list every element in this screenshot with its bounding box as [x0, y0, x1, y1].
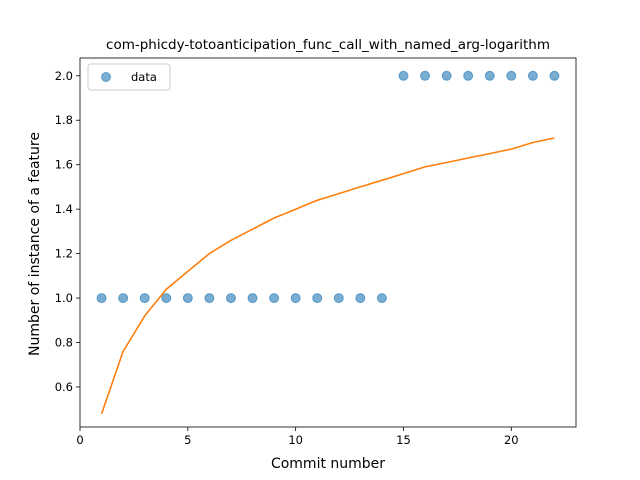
legend-marker: [102, 73, 111, 82]
y-tick-label: 1.0: [55, 291, 73, 305]
y-tick-label: 1.6: [55, 158, 73, 172]
x-tick-label: 15: [396, 433, 411, 447]
data-point: [119, 294, 128, 303]
x-tick-label: 10: [288, 433, 303, 447]
y-tick-label: 0.6: [55, 380, 73, 394]
data-point: [421, 71, 430, 80]
y-tick-label: 0.8: [55, 336, 73, 350]
data-point: [205, 294, 214, 303]
y-tick-label: 1.2: [55, 247, 73, 261]
chart-title: com-phicdy-totoanticipation_func_call_wi…: [106, 37, 550, 53]
data-point: [442, 71, 451, 80]
x-axis-label: Commit number: [271, 456, 385, 472]
data-point: [313, 294, 322, 303]
data-point: [291, 294, 300, 303]
data-point: [550, 71, 559, 80]
y-tick-label: 1.8: [55, 113, 73, 127]
x-tick-label: 20: [504, 433, 519, 447]
data-point: [162, 294, 171, 303]
y-tick-label: 2.0: [55, 69, 73, 83]
data-point: [464, 71, 473, 80]
y-axis-label: Number of instance of a feature: [27, 132, 43, 356]
data-point: [377, 294, 386, 303]
data-point: [183, 294, 192, 303]
data-point: [507, 71, 516, 80]
data-point: [399, 71, 408, 80]
legend-label-data: data: [131, 70, 157, 84]
data-point: [248, 294, 257, 303]
data-point: [528, 71, 537, 80]
data-point: [97, 294, 106, 303]
y-tick-label: 1.4: [55, 202, 73, 216]
x-tick-label: 0: [76, 433, 83, 447]
data-point: [226, 294, 235, 303]
x-tick-label: 5: [184, 433, 191, 447]
data-point: [356, 294, 365, 303]
data-point: [485, 71, 494, 80]
data-point: [270, 294, 279, 303]
data-point: [140, 294, 149, 303]
legend-box: [88, 64, 170, 90]
legend: data: [88, 64, 170, 90]
data-point: [334, 294, 343, 303]
